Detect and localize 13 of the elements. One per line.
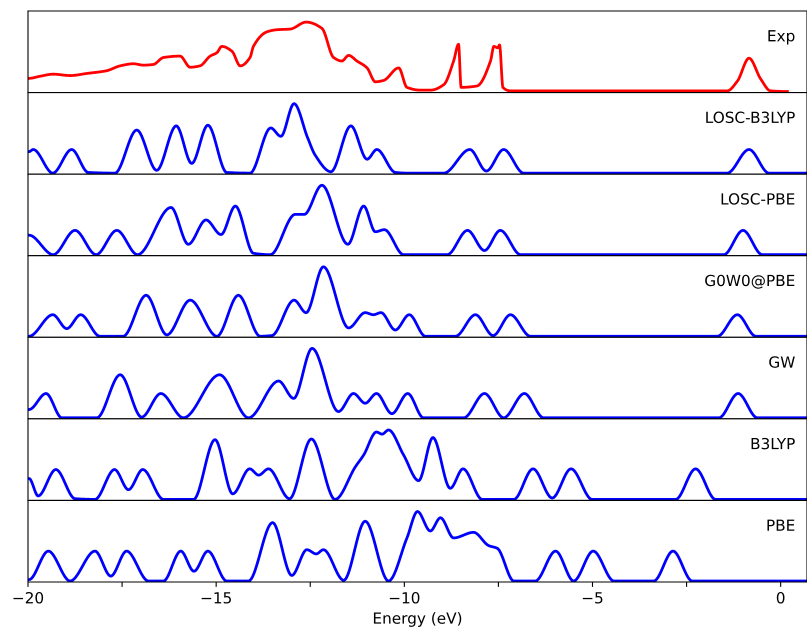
x-tick-label: 0 [776,592,785,604]
x-tick-label: −5 [582,592,602,604]
x-tick-label: −15 [202,592,231,604]
text: LOSC-PBE [722,193,794,205]
text: G0W0@PBE [705,274,794,289]
text: LOSC-B3LYP [706,112,795,124]
x-tick-label: −10 [390,592,420,604]
x-tick-label: −20 [13,592,44,604]
text: B3LYP [752,438,795,450]
x-axis-title: Energy (eV) [374,612,462,627]
text: PBE [767,520,794,531]
series-label: Exp [768,30,794,44]
text: GW [769,356,795,368]
